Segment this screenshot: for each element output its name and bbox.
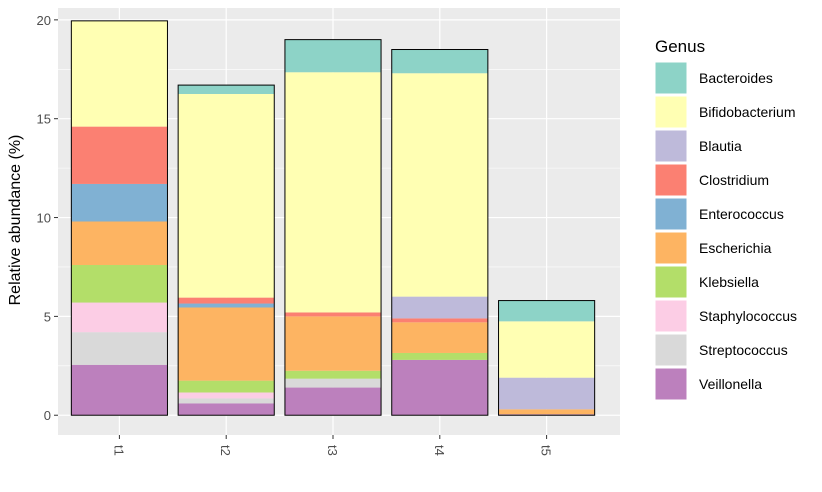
bar-segment — [391, 49, 488, 74]
bar-segment — [284, 387, 382, 416]
bar-segment — [71, 264, 168, 303]
x-tick-label: t5 — [539, 445, 554, 456]
bar-segment — [178, 398, 275, 404]
legend-key — [654, 197, 688, 231]
bar-segment — [498, 321, 595, 378]
bar-segment — [391, 296, 488, 319]
bar-outline — [391, 49, 489, 416]
y-tick-label: 20 — [37, 13, 51, 28]
bar-outline — [498, 300, 596, 416]
legend-key — [654, 95, 688, 129]
bar-segment — [71, 20, 168, 127]
legend-key — [654, 299, 688, 333]
bar-segment — [178, 392, 275, 399]
y-tick-label: 0 — [44, 408, 51, 423]
legend-key — [654, 129, 688, 163]
legend-label: Streptococcus — [699, 342, 788, 358]
bar-segment — [71, 364, 168, 416]
bar-segment — [391, 318, 488, 323]
bar-outline — [177, 84, 275, 416]
legend-key — [654, 333, 688, 367]
bar-segment — [284, 39, 382, 73]
bar-segment — [284, 72, 382, 313]
bar-segment — [71, 332, 168, 365]
x-tick-label: t1 — [111, 445, 126, 456]
legend-label: Staphylococcus — [699, 308, 797, 324]
legend-label: Blautia — [699, 138, 742, 154]
x-tick-label: t3 — [325, 445, 340, 456]
legend-label: Enterococcus — [699, 206, 784, 222]
bar-segment — [391, 322, 488, 353]
legend-key — [654, 367, 688, 401]
bar-segment — [498, 377, 595, 410]
bar-segment — [71, 126, 168, 184]
bar-segment — [178, 85, 275, 94]
bar-outline — [284, 39, 382, 416]
bar-segment — [178, 403, 275, 416]
bar-segment — [284, 370, 382, 379]
bar-segment — [178, 297, 275, 304]
legend-label: Escherichia — [699, 240, 772, 256]
bar-segment — [71, 183, 168, 222]
legend-label: Bifidobacterium — [699, 104, 796, 120]
bar-segment — [391, 359, 488, 416]
legend-key — [654, 163, 688, 197]
legend-key — [654, 231, 688, 265]
bar-segment — [498, 409, 595, 415]
legend-label: Bacteroides — [699, 70, 773, 86]
bar-segment — [71, 302, 168, 333]
bar-segment — [498, 300, 595, 322]
bar-segment — [391, 352, 488, 360]
x-tick-label: t4 — [432, 445, 447, 456]
bar-segment — [178, 93, 275, 298]
x-tick-label: t2 — [218, 445, 233, 456]
bar-segment — [178, 380, 275, 393]
y-tick-label: 5 — [44, 309, 51, 324]
y-axis-title: Relative abundance (%) — [7, 135, 24, 306]
y-tick-label: 10 — [37, 211, 51, 226]
bar-segment — [284, 312, 382, 317]
legend-key — [654, 265, 688, 299]
y-tick-label: 15 — [37, 112, 51, 127]
legend-label: Veillonella — [699, 376, 762, 392]
bar-segment — [178, 303, 275, 308]
bar-segment — [391, 73, 488, 297]
bar-segment — [284, 316, 382, 371]
bar-segment — [284, 378, 382, 388]
legend-label: Klebsiella — [699, 274, 759, 290]
legend-title: Genus — [655, 37, 705, 56]
bar-outline — [70, 20, 168, 416]
bar-segment — [71, 221, 168, 265]
legend-label: Clostridium — [699, 172, 769, 188]
legend-key — [654, 61, 688, 95]
bar-segment — [178, 307, 275, 381]
